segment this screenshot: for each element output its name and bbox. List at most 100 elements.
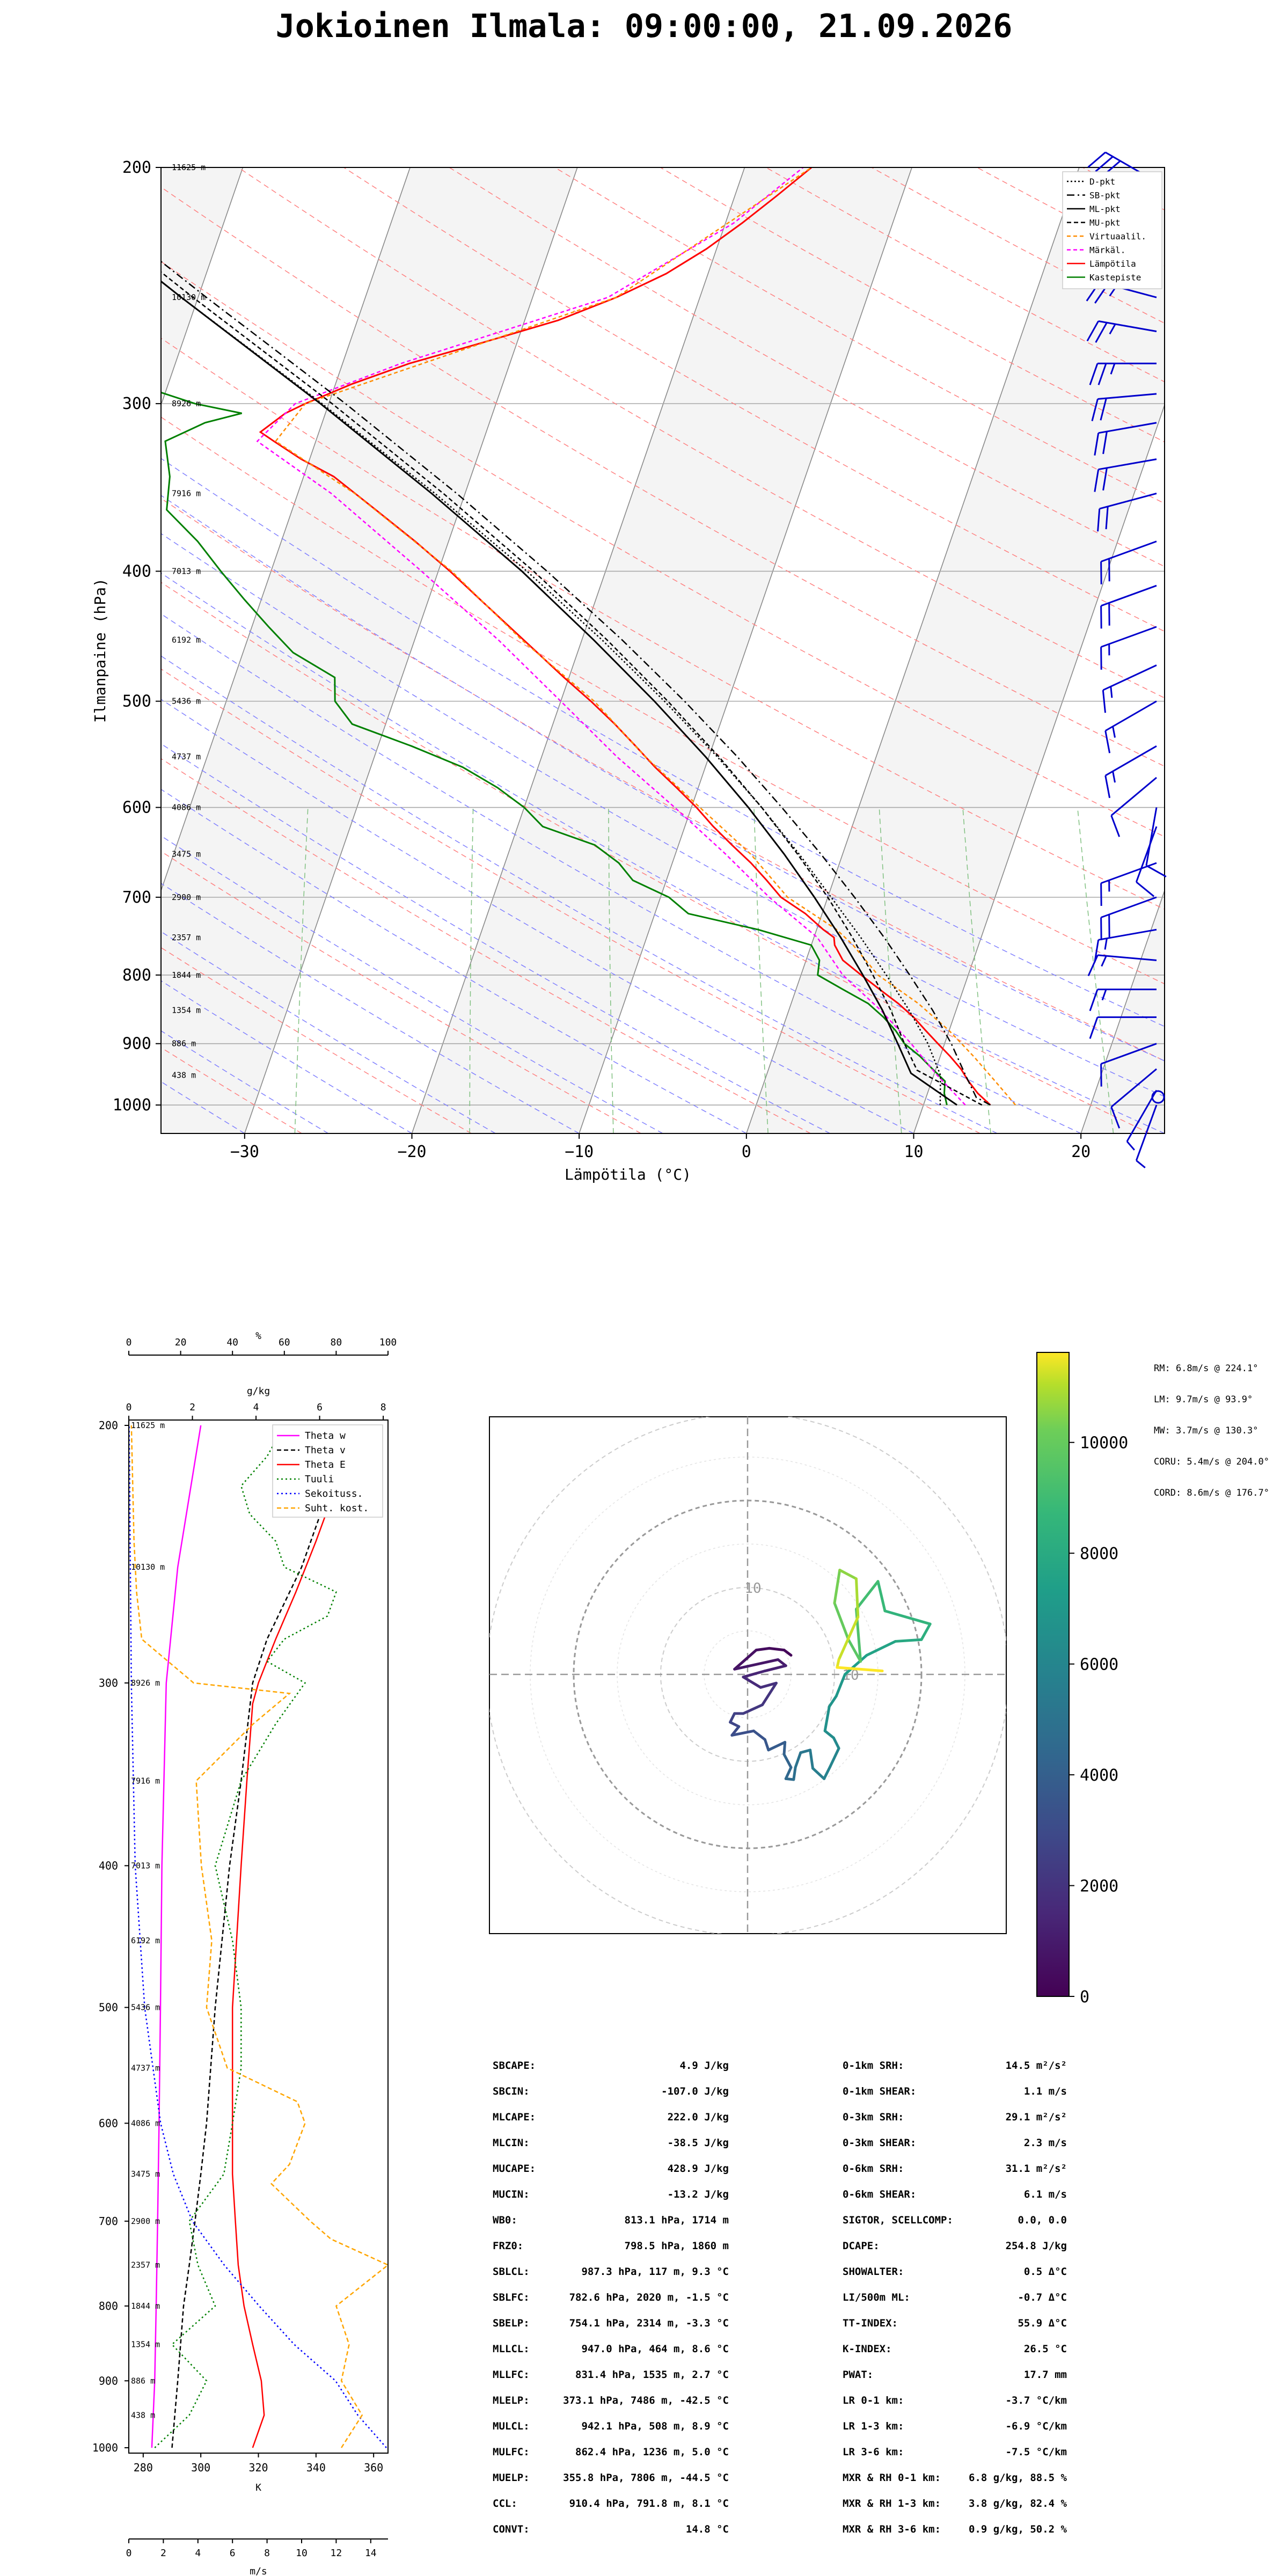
height-label: 886 m (131, 2376, 155, 2385)
stat-row: SIGTOR, SCELLCOMP: 0.0, 0.0 (843, 2214, 1067, 2236)
hodo-segment (742, 1703, 764, 1715)
ms-tick-label: 0 (126, 2548, 132, 2559)
stat-row: 0-6km SRH: 31.1 m²/s² (843, 2163, 1067, 2184)
gkg-tick-label: 8 (380, 1402, 386, 1413)
stat-row: SBELP: 754.1 hPa, 2314 m, -3.3 °C (493, 2317, 729, 2339)
stat-name: WB0: (493, 2214, 517, 2226)
stat-row: MLCIN: -38.5 J/kg (493, 2137, 729, 2158)
pct-tick-label: 100 (379, 1337, 397, 1348)
legend-box (272, 1424, 383, 1518)
stat-name: FRZ0: (493, 2240, 524, 2252)
moist-adiabat (161, 495, 1165, 1062)
wind-barb (1102, 664, 1157, 713)
hodo-info-value: 6.8m/s @ 224.1° (1170, 1363, 1258, 1374)
height-label: 886 m (172, 1039, 196, 1049)
legend-label: Lämpötila (1089, 259, 1136, 269)
height-label: 1354 m (131, 2340, 160, 2350)
hodo-segment (782, 1649, 793, 1657)
mixing-ratio-line (469, 807, 474, 1133)
wind-barb (1100, 584, 1157, 629)
wind-barb (1104, 700, 1157, 753)
stat-value: 355.8 hPa, 7806 m, -44.5 °C (563, 2472, 729, 2484)
stat-row: MLELP: 373.1 hPa, 7486 m, -42.5 °C (493, 2395, 729, 2416)
moist-adiabat (161, 458, 1165, 1027)
stat-row: SBLCL: 987.3 hPa, 117 m, 9.3 °C (493, 2266, 729, 2287)
hodo-segment (829, 1747, 840, 1768)
hodo-segment (823, 1705, 831, 1732)
mixing-ratio-line (962, 807, 991, 1133)
height-label: 1844 m (131, 2301, 160, 2311)
stat-name: TT-INDEX: (843, 2317, 898, 2329)
isotherm-band (412, 167, 912, 1133)
hodo-info-label: LM: (1154, 1394, 1170, 1405)
hodo-segment (855, 1580, 880, 1611)
stat-row: LI/500m ML: -0.7 Δ°C (843, 2292, 1067, 2313)
isotherm-band (746, 167, 1165, 1133)
x-tick-label: 280 (134, 2461, 153, 2474)
stat-name: MLCIN: (493, 2137, 530, 2149)
stat-value: 910.4 hPa, 791.8 m, 8.1 °C (569, 2498, 729, 2509)
dry-adiabat (554, 167, 1165, 504)
hodo-segment (883, 1609, 932, 1626)
hodo-info-label: RM: (1154, 1363, 1170, 1374)
isotherm-band (161, 167, 577, 1133)
moist-adiabat (161, 980, 412, 1133)
y-tick-label: 400 (122, 562, 151, 581)
x-tick-label: −30 (230, 1143, 259, 1161)
x-tick-label: 10 (904, 1143, 923, 1161)
hodo-segment (792, 1766, 797, 1781)
dry-adiabat (161, 582, 1150, 1133)
stat-name: SBCAPE: (493, 2060, 536, 2072)
stat-name: MLLFC: (493, 2369, 530, 2381)
mixing-ratio-line (879, 807, 902, 1133)
hodo-segment (733, 1649, 758, 1671)
gkg-tick-label: 4 (253, 1402, 259, 1413)
y-tick-label: 400 (99, 1859, 118, 1872)
height-label: 1844 m (172, 970, 201, 980)
legend-box (1062, 171, 1162, 289)
hodo-segment (761, 1681, 778, 1707)
legend-label: Theta E (305, 1459, 346, 1470)
x-tick-label: −20 (397, 1143, 426, 1161)
profile-series-theta-v (171, 1425, 360, 2448)
series-mu-pkt (161, 271, 983, 1106)
stat-row: TT-INDEX: 55.9 Δ°C (843, 2317, 1067, 2339)
hodo-segment (729, 1712, 736, 1724)
colorbar-tick-label: 6000 (1080, 1656, 1118, 1674)
y-tick-label: 200 (99, 1419, 118, 1432)
stat-value: 14.8 °C (685, 2523, 729, 2535)
hodo-info-row: MW: 3.7m/s @ 130.3° (1154, 1425, 1283, 1457)
stat-name: SBLCL: (493, 2266, 530, 2278)
dry-adiabat (161, 261, 1165, 837)
wind-barb (1145, 807, 1167, 877)
stat-row: SBCAPE: 4.9 J/kg (493, 2060, 729, 2081)
stat-value: 813.1 hPa, 1714 m (624, 2214, 729, 2226)
stat-row: 0-3km SRH: 29.1 m²/s² (843, 2111, 1067, 2133)
stat-row: MLLFC: 831.4 hPa, 1535 m, 2.7 °C (493, 2369, 729, 2390)
moist-adiabat (161, 572, 1165, 1133)
wind-barb (1094, 422, 1157, 456)
stat-value: 2.3 m/s (1023, 2137, 1067, 2149)
stat-row: SHOWALTER: 0.5 Δ°C (843, 2266, 1067, 2287)
isotherm (244, 167, 578, 1133)
stat-row: 0-1km SHEAR: 1.1 m/s (843, 2085, 1067, 2107)
stat-name: 0-6km SHEAR: (843, 2189, 917, 2200)
pct-tick-label: 80 (331, 1337, 342, 1348)
pct-tick-label: 20 (175, 1337, 187, 1348)
stat-row: MLCAPE: 222.0 J/kg (493, 2111, 729, 2133)
hodo-segment (733, 1658, 780, 1671)
height-label: 11625 m (172, 163, 206, 172)
wind-barb (1087, 954, 1157, 976)
height-label: 3475 m (172, 849, 201, 859)
hodo-info-label: CORU: (1154, 1457, 1182, 1467)
stat-value: 1.1 m/s (1023, 2085, 1067, 2097)
dry-adiabat (161, 947, 472, 1133)
stat-row: 0-1km SRH: 14.5 m²/s² (843, 2060, 1067, 2081)
stat-value: 373.1 hPa, 7486 m, -42.5 °C (563, 2395, 729, 2406)
stat-value: 6.8 g/kg, 88.5 % (968, 2472, 1067, 2484)
stat-row: LR 1-3 km: -6.9 °C/km (843, 2420, 1067, 2442)
stat-value: 26.5 °C (1023, 2343, 1067, 2355)
colorbar (1036, 1352, 1070, 1997)
height-label: 7013 m (172, 566, 201, 576)
